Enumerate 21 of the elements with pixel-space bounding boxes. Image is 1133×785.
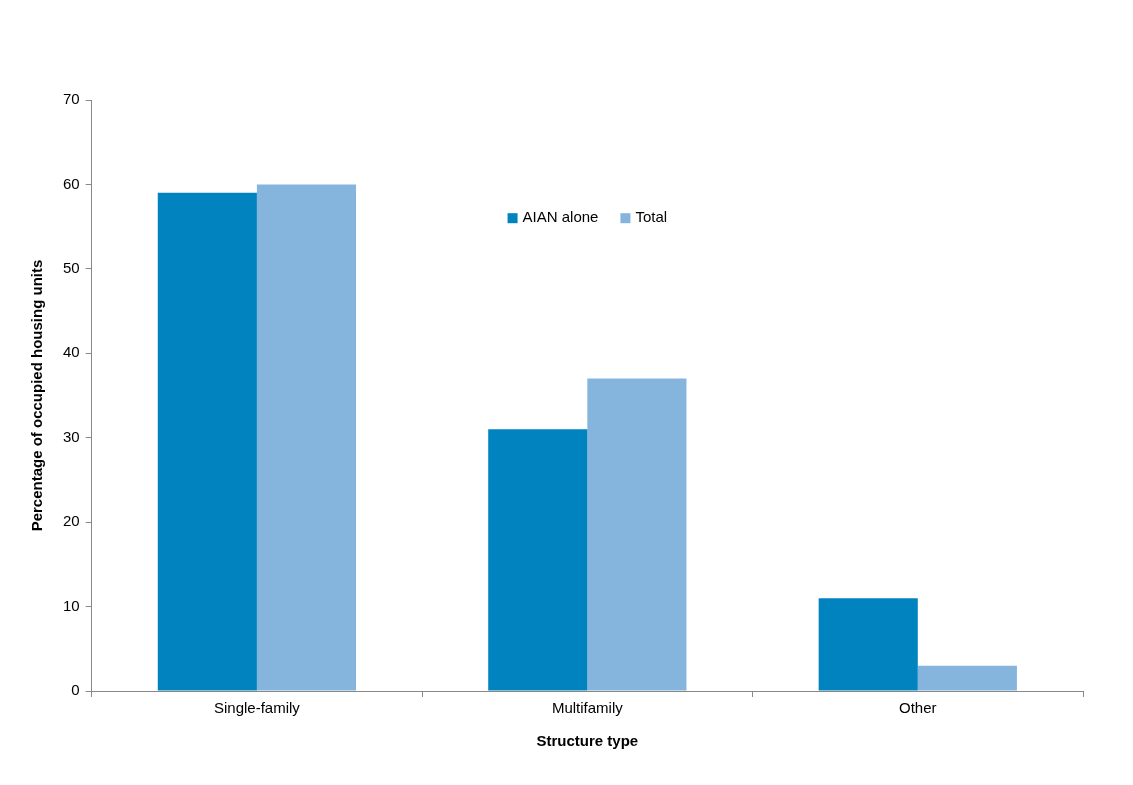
y-tick-label: 50: [63, 259, 80, 276]
x-tick-label: Multifamily: [551, 699, 624, 717]
x-axis-title: Structure type: [536, 732, 639, 750]
bar: [917, 665, 1017, 691]
bar: [587, 378, 687, 691]
bar: [488, 429, 588, 691]
y-tick-label: 10: [63, 596, 80, 614]
y-axis-title: Percentage of occupied housing units: [28, 259, 46, 532]
x-tick-label: Other: [899, 699, 937, 717]
bar: [818, 598, 918, 691]
y-tick-label: 20: [63, 512, 80, 530]
legend-label: AIAN alone: [522, 208, 599, 226]
y-tick-label: 0: [71, 681, 80, 699]
bar: [157, 192, 257, 691]
x-tick-label: Single-family: [213, 699, 301, 717]
y-tick-label: 70: [63, 90, 80, 108]
bar: [256, 184, 357, 691]
legend-label: Total: [635, 208, 668, 226]
y-tick-label: 60: [63, 174, 80, 192]
y-tick-label: 40: [63, 343, 80, 361]
y-tick-label: 30: [63, 427, 80, 445]
